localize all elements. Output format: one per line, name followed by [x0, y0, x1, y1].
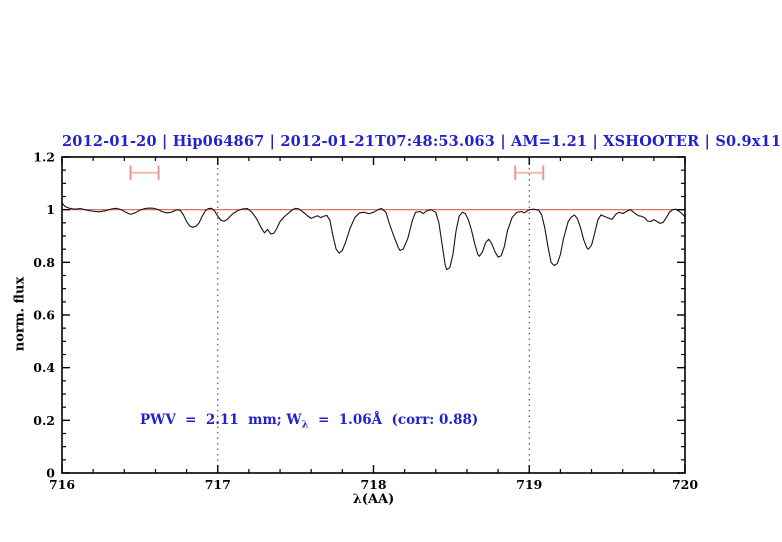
y-tick-label: 0.6: [33, 308, 55, 323]
x-tick-label: 717: [205, 477, 231, 492]
x-axis-label: λ(AA): [352, 492, 395, 507]
y-tick-label: 1.2: [33, 150, 55, 165]
y-axis-label: norm. flux: [12, 276, 28, 352]
pwv-annotation-suffix: = 1.06Å (corr: 0.88): [308, 412, 479, 428]
y-tick-label: 0.4: [33, 360, 55, 375]
pwv-annotation-lambda-subscript: λ: [301, 419, 309, 431]
pwv-annotation: PWV = 2.11 mm; Wλ = 1.06Å (corr: 0.88): [140, 412, 478, 431]
y-tick-label: 0.8: [33, 255, 55, 270]
y-tick-label: 0.2: [33, 413, 55, 428]
pwv-annotation-prefix: PWV = 2.11 mm; W: [140, 412, 302, 428]
x-tick-label: 720: [672, 477, 698, 492]
x-tick-label: 718: [360, 477, 386, 492]
spectrum-curve: [61, 202, 686, 271]
x-tick-label: 716: [49, 477, 75, 492]
x-tick-label: 719: [516, 477, 542, 492]
y-tick-label: 0: [46, 466, 55, 481]
y-tick-label: 1: [46, 202, 55, 217]
